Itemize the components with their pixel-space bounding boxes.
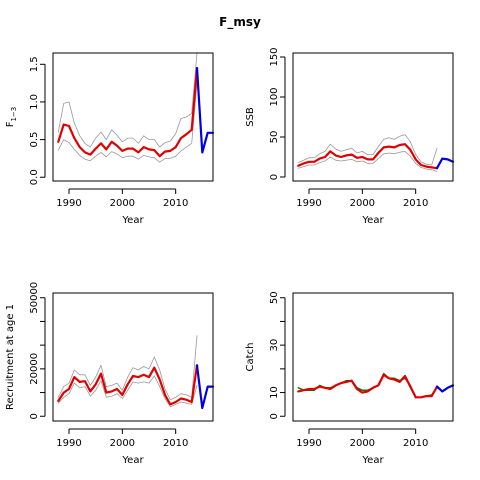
y-tick-label: 0 xyxy=(269,174,280,180)
x-tick-label: 2010 xyxy=(403,198,428,209)
y-tick-label: 30 xyxy=(269,339,280,352)
plot-frame xyxy=(292,292,454,422)
panels: 1990 2000 2010 0.0 0.5 1.0 1.5 Year F1−3 1990 2000… xyxy=(5,47,455,466)
series-line-forecast xyxy=(435,157,455,170)
y-tick-label: 50 xyxy=(269,131,280,144)
series-line-lower xyxy=(297,150,438,172)
x-tick-label: 1990 xyxy=(296,198,321,209)
y-tick-label: 0 xyxy=(29,413,40,419)
x-axis-label: Year xyxy=(121,455,144,466)
x-tick-label: 2010 xyxy=(163,198,188,209)
panel-1: 1990 2000 2010 0.0 0.5 1.0 1.5 Year F1−3 xyxy=(5,52,215,226)
y-axis-label: Recruitment at age 1 xyxy=(5,304,16,410)
series-line-estimate xyxy=(297,373,439,399)
y-tick-label: 10 xyxy=(269,386,280,399)
series-line-upper xyxy=(57,335,198,401)
y-tick-label: 150 xyxy=(269,47,280,66)
x-tick-label: 2010 xyxy=(163,438,188,449)
plot-frame xyxy=(52,292,214,422)
series-line-forecast xyxy=(195,66,215,154)
y-axis-label: SSB xyxy=(245,107,256,127)
series-line-estimate xyxy=(297,143,439,170)
y-tick-label: 0.0 xyxy=(29,169,40,185)
x-axis-label: Year xyxy=(361,215,384,226)
series-line-estimate xyxy=(57,66,199,158)
series-line-lower xyxy=(57,82,198,163)
y-tick-label: 1.5 xyxy=(29,56,40,72)
panel-3: 1990 2000 2010 0 20000 50000 Year Recruitment a… xyxy=(5,282,215,466)
x-axis-label: Year xyxy=(361,455,384,466)
x-axis-label: Year xyxy=(121,215,144,226)
y-axis-label: F1−3 xyxy=(5,107,18,128)
x-tick-label: 2010 xyxy=(403,438,428,449)
y-tick-label: 20000 xyxy=(29,353,40,385)
y-tick-label: 100 xyxy=(269,87,280,106)
series-line-observed xyxy=(297,372,438,399)
plot-frame xyxy=(292,52,454,182)
x-tick-label: 1990 xyxy=(296,438,321,449)
series-line-estimate xyxy=(57,364,199,406)
panel-2: 1990 2000 2010 0 50 100 150 Year SSB xyxy=(245,47,455,226)
y-tick-label: 50000 xyxy=(29,282,40,314)
x-tick-label: 2000 xyxy=(110,198,135,209)
series-line-forecast xyxy=(435,384,455,393)
y-tick-label: 0 xyxy=(269,413,280,419)
series-line-upper xyxy=(57,52,198,148)
series-line-lower xyxy=(57,375,198,408)
x-tick-label: 2000 xyxy=(350,438,375,449)
y-tick-label: 50 xyxy=(269,291,280,304)
y-tick-label: 0.5 xyxy=(29,132,40,148)
x-tick-label: 2000 xyxy=(350,198,375,209)
x-tick-label: 1990 xyxy=(56,438,81,449)
series-line-upper xyxy=(297,134,438,166)
x-tick-label: 2000 xyxy=(110,438,135,449)
x-tick-label: 1990 xyxy=(56,198,81,209)
figure-title: F_msy xyxy=(219,15,261,30)
y-tick-label: 1.0 xyxy=(29,94,40,110)
series-line-forecast xyxy=(195,364,215,410)
y-axis-label: Catch xyxy=(245,343,256,372)
panel-4: 1990 2000 2010 0 10 30 50 Year Catch xyxy=(245,291,455,466)
plot-frame xyxy=(52,52,214,182)
